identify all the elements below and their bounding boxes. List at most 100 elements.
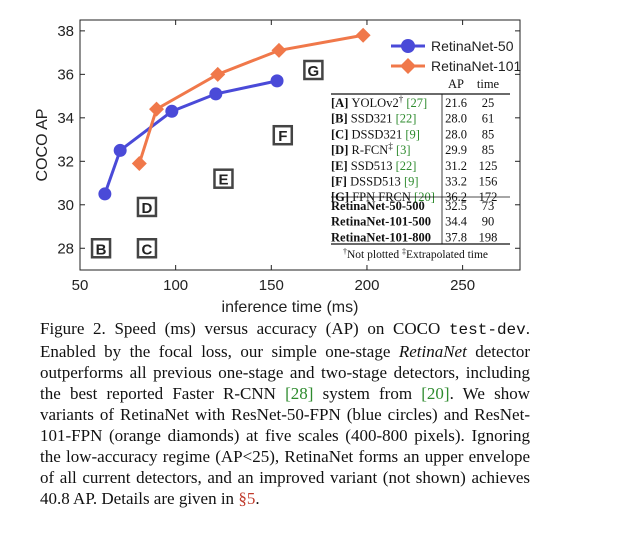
point-label-b: B <box>90 238 112 259</box>
y-tick-label: 34 <box>57 110 74 127</box>
label-text: G <box>308 63 320 80</box>
data-point <box>210 66 226 82</box>
data-point <box>209 87 223 101</box>
label-text: D <box>142 200 153 217</box>
caption-text-4: system from <box>313 384 422 403</box>
caption-ref-28[interactable]: [28] <box>285 384 314 403</box>
caption-section-ref[interactable]: §5 <box>238 489 256 508</box>
table-row: [A] YOLOv2† [27] <box>331 94 427 110</box>
x-tick-label: 200 <box>354 277 379 294</box>
table-row-retinanet: RetinaNet-101-500 <box>331 215 431 229</box>
table-header-ap: AP <box>448 77 464 91</box>
legend-item-retinanet-101: RetinaNet-101 <box>391 58 521 74</box>
table-cell-time: 90 <box>482 215 495 229</box>
table-row: [C] DSSD321 [9] <box>331 127 420 141</box>
table-row: [D] R-FCN‡ [3] <box>331 141 411 157</box>
caption-ref-20[interactable]: [20] <box>421 384 450 403</box>
x-axis-label: inference time (ms) <box>222 299 359 316</box>
table-cell-time: 61 <box>482 112 495 126</box>
table-cell-ap: 21.6 <box>445 96 467 110</box>
x-tick-label: 100 <box>163 277 188 294</box>
point-label-c: C <box>136 238 158 259</box>
point-label-d: D <box>136 196 158 218</box>
label-text: C <box>142 241 153 258</box>
data-point <box>98 187 112 201</box>
results-table: AP time [A] YOLOv2† [27] 21.6 25 [B] SSD321 [… <box>331 77 510 261</box>
x-tick-label: 50 <box>72 277 89 294</box>
table-cell-ap: 32.5 <box>445 199 467 213</box>
axes: 50 100 150 200 250 28 30 32 34 36 38 inference time… <box>34 19 521 316</box>
y-tick-label: 28 <box>57 240 74 257</box>
table-cell-ap: 37.8 <box>445 230 467 244</box>
point-label-e: E <box>213 168 234 189</box>
legend-marker <box>400 58 416 74</box>
y-tick-label: 36 <box>57 66 74 83</box>
figure-caption: Figure 2. Speed (ms) versus accuracy (AP… <box>40 318 530 509</box>
table-cell-time: 73 <box>482 199 495 213</box>
series <box>98 27 371 201</box>
label-box <box>213 168 234 189</box>
table-cell-ap: 28.0 <box>445 127 467 141</box>
table-footnote: †Not plotted ‡Extrapolated time <box>343 247 488 261</box>
label-box <box>136 238 158 259</box>
data-point <box>149 101 165 117</box>
point-label-g: G <box>303 59 324 81</box>
legend-label: RetinaNet-101 <box>431 58 521 74</box>
legend-item-retinanet-50: RetinaNet-50 <box>391 38 514 54</box>
table-cell-time: 85 <box>482 127 495 141</box>
data-point <box>113 143 127 157</box>
series-line <box>137 33 364 164</box>
x-tick-label: 250 <box>450 277 475 294</box>
point-label-f: F <box>272 124 294 146</box>
table-cell-ap: 34.4 <box>445 215 468 229</box>
table-cell-time: 125 <box>479 159 498 173</box>
caption-text-3: detector outperforms all previous one-st… <box>40 342 530 403</box>
label-box <box>136 196 158 218</box>
table-cell-ap: 31.2 <box>445 159 467 173</box>
label-box <box>90 238 112 259</box>
data-point <box>165 104 179 118</box>
caption-text-2: . Enabled by the focal loss, our simple … <box>40 319 530 361</box>
caption-italic: RetinaNet <box>398 342 467 361</box>
legend: RetinaNet-50 RetinaNet-101 <box>391 38 521 74</box>
label-text: E <box>218 172 228 189</box>
table-row: [B] SSD321 [22] <box>331 112 416 126</box>
caption-text-1: Speed (ms) versus accuracy (AP) on COCO <box>105 319 449 338</box>
caption-text-6: . <box>255 489 260 508</box>
y-tick-label: 38 <box>57 23 74 40</box>
table-cell-time: 25 <box>482 96 495 110</box>
table-cell-ap: 29.9 <box>445 143 467 157</box>
table-cell-time: 198 <box>479 230 498 244</box>
table-cell-ap: 28.0 <box>445 112 467 126</box>
y-tick-label: 30 <box>57 197 74 214</box>
table-row-retinanet: RetinaNet-50-500 <box>331 199 425 213</box>
table-header-time: time <box>477 77 500 91</box>
table-cell-ap: 33.2 <box>445 175 467 189</box>
plot-frame <box>79 19 521 271</box>
table-row: [F] DSSD513 [9] <box>331 175 419 189</box>
label-text: B <box>96 241 107 258</box>
table-cell-time: 85 <box>482 143 495 157</box>
label-box <box>272 124 294 146</box>
caption-label: Figure 2. <box>40 319 106 338</box>
y-tick-label: 32 <box>57 153 74 170</box>
legend-label: RetinaNet-50 <box>431 38 514 54</box>
series-retinanet-101 <box>131 27 371 171</box>
series-retinanet-50 <box>98 74 284 201</box>
series-line <box>103 79 278 195</box>
x-tick-label: 150 <box>259 277 284 294</box>
caption-text-5: . We show variants of RetinaNet with Res… <box>40 384 530 508</box>
table-row-retinanet: RetinaNet-101-800 <box>331 230 431 244</box>
data-point <box>270 74 284 88</box>
data-point <box>131 155 147 171</box>
table-cell-time: 156 <box>479 175 498 189</box>
legend-marker <box>401 39 415 53</box>
y-axis-label: COCO AP <box>34 109 51 182</box>
point-labels: B C D E F G <box>90 59 324 259</box>
data-point <box>271 42 287 58</box>
table-row: [E] SSD513 [22] <box>331 159 416 173</box>
data-point <box>355 27 371 43</box>
caption-code: test-dev <box>448 321 526 339</box>
label-box <box>303 59 324 81</box>
